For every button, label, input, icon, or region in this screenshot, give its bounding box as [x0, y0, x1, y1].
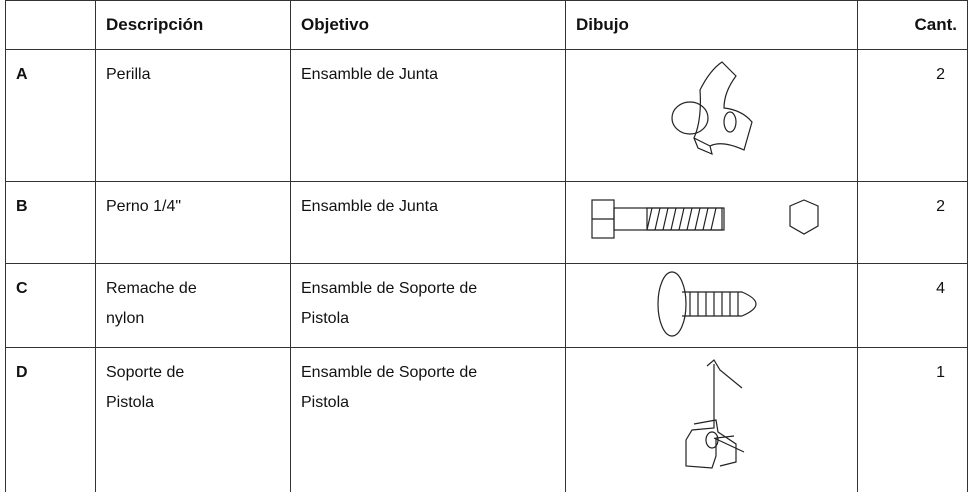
header-row: Descripción Objetivo Dibujo Cant. [5, 0, 968, 50]
parts-table: Descripción Objetivo Dibujo Cant. A Peri… [5, 0, 968, 492]
id: B [5, 181, 96, 264]
header-cell: Objetivo [290, 0, 566, 50]
header-cell: Cant. [857, 0, 968, 50]
quantity: 2 [857, 181, 968, 264]
quantity: 2 [857, 49, 968, 182]
header-cell [5, 0, 96, 50]
id: A [5, 49, 96, 182]
purpose: Ensamble de Soporte de Pistola [301, 280, 478, 327]
row: B Perno 1/4" Ensamble de Junta 2 [5, 181, 968, 264]
purpose: Ensamble de Soporte de Pistola [301, 364, 478, 411]
row: A Perilla Ensamble de Junta 2 [5, 49, 968, 182]
row: C Remache de nylon Ensamble de Soporte d… [5, 263, 968, 348]
purpose: Ensamble de Junta [301, 66, 438, 83]
description: Remache de nylon [106, 280, 197, 327]
rivet-drawing [656, 271, 757, 337]
id: C [5, 263, 96, 348]
id: D [5, 347, 96, 492]
bracket-drawing [684, 359, 744, 469]
knob-drawing [670, 61, 753, 156]
bolt-drawing [590, 199, 819, 239]
description: Perno 1/4" [106, 198, 182, 215]
description: Perilla [106, 66, 151, 83]
row: D Soporte de Pistola Ensamble de Soporte… [5, 347, 968, 492]
quantity: 1 [857, 347, 968, 492]
header-cell: Dibujo [565, 0, 858, 50]
quantity: 4 [857, 263, 968, 348]
header-cell: Descripción [95, 0, 291, 50]
purpose: Ensamble de Junta [301, 198, 438, 215]
description: Soporte de Pistola [106, 364, 185, 411]
